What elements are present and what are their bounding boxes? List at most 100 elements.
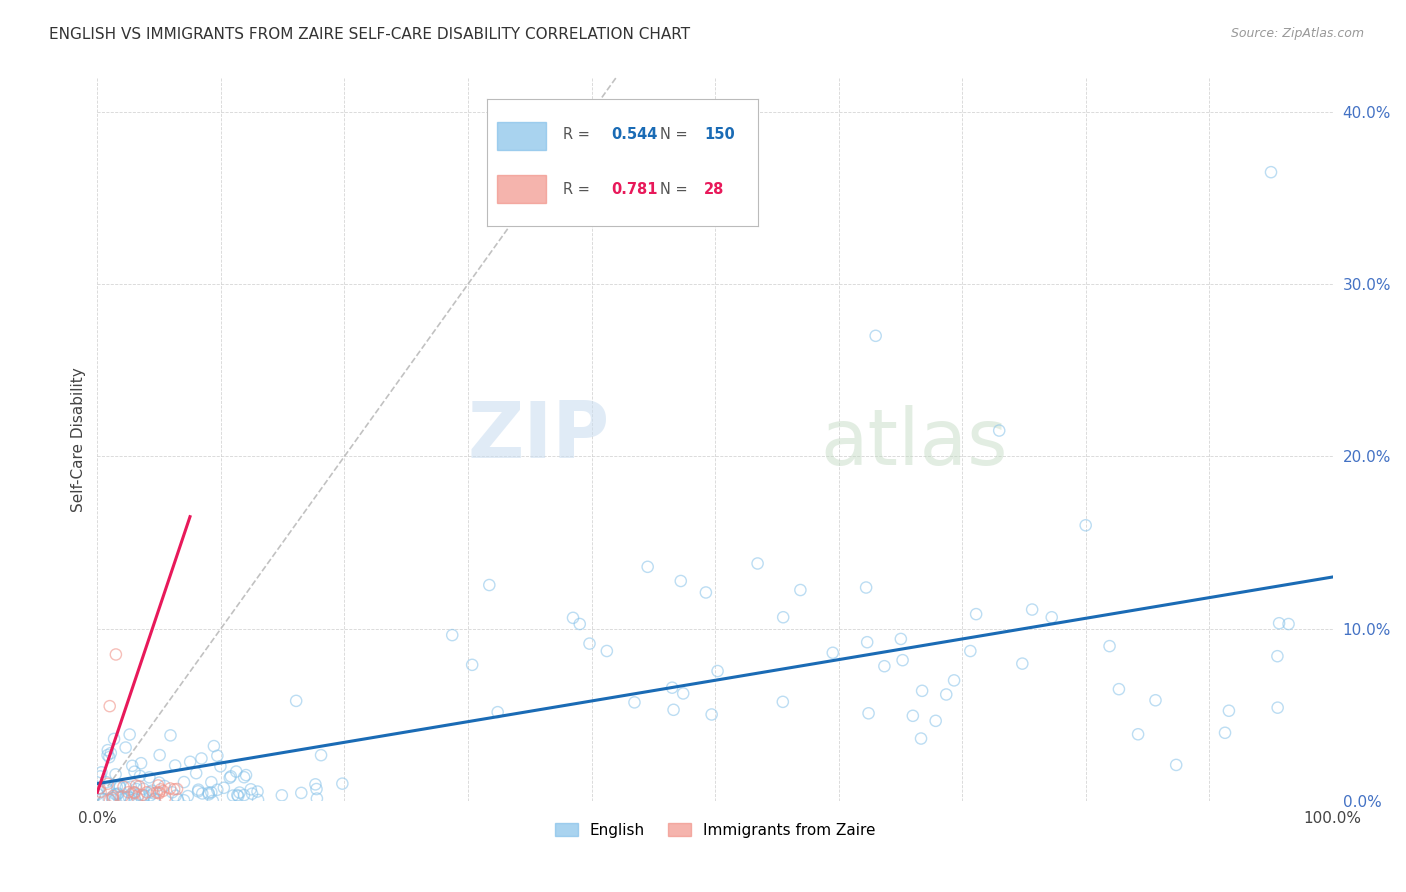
Point — [148, 779, 170, 793]
Point — [772, 695, 794, 709]
Point — [153, 779, 176, 793]
Point — [103, 793, 125, 807]
Point — [98, 699, 121, 714]
Point — [461, 657, 484, 672]
Point — [96, 748, 118, 763]
Point — [1213, 726, 1236, 740]
Point — [1011, 657, 1033, 671]
Point — [100, 746, 122, 760]
Point — [965, 607, 987, 621]
Point — [107, 787, 129, 801]
Point — [1267, 700, 1289, 714]
Point — [120, 793, 142, 807]
Point — [191, 787, 214, 801]
Point — [943, 673, 966, 688]
Point — [152, 784, 174, 798]
Point — [127, 790, 149, 805]
Point — [165, 758, 187, 772]
Point — [911, 683, 934, 698]
Point — [197, 786, 219, 800]
Point — [821, 646, 844, 660]
Point — [108, 779, 131, 793]
Point — [661, 681, 683, 695]
Point — [179, 755, 201, 769]
Point — [121, 759, 143, 773]
Point — [142, 786, 165, 800]
Point — [197, 788, 219, 802]
Point — [1144, 693, 1167, 707]
Point — [222, 789, 245, 803]
Point — [125, 779, 148, 793]
Point — [578, 637, 600, 651]
Point — [219, 769, 242, 783]
Point — [149, 748, 172, 763]
Point — [104, 787, 127, 801]
Point — [1268, 616, 1291, 631]
Point — [173, 775, 195, 789]
Point — [226, 789, 249, 804]
Point — [209, 759, 232, 773]
Point — [104, 767, 127, 781]
Point — [121, 787, 143, 801]
Point — [662, 703, 685, 717]
Point — [141, 783, 163, 797]
Point — [706, 664, 728, 678]
Point — [285, 694, 308, 708]
Point — [148, 786, 170, 800]
Point — [159, 781, 181, 796]
Point — [486, 705, 509, 719]
Point — [93, 792, 115, 806]
Text: ZIP: ZIP — [468, 398, 610, 474]
Point — [115, 790, 138, 805]
Point — [202, 739, 225, 753]
Point — [86, 787, 108, 801]
Point — [131, 789, 153, 803]
Point — [856, 635, 879, 649]
Y-axis label: Self-Care Disability: Self-Care Disability — [72, 367, 86, 511]
Point — [873, 659, 896, 673]
Point — [124, 792, 146, 806]
Point — [114, 740, 136, 755]
Point — [101, 791, 124, 805]
Point — [91, 791, 114, 805]
Legend: English, Immigrants from Zaire: English, Immigrants from Zaire — [548, 816, 882, 844]
Point — [105, 788, 128, 802]
Point — [478, 578, 501, 592]
Point — [270, 789, 292, 803]
Point — [218, 771, 240, 785]
Point — [149, 782, 172, 797]
Text: atlas: atlas — [820, 405, 1008, 481]
Point — [173, 793, 195, 807]
Point — [246, 784, 269, 798]
Point — [129, 769, 152, 783]
Point — [112, 792, 135, 806]
Point — [159, 728, 181, 742]
Point — [1267, 649, 1289, 664]
Point — [101, 789, 124, 804]
Point — [97, 777, 120, 791]
Point — [637, 559, 659, 574]
Point — [148, 785, 170, 799]
Point — [200, 785, 222, 799]
Point — [858, 706, 880, 721]
Point — [207, 748, 229, 763]
Point — [700, 707, 723, 722]
Point — [1108, 682, 1130, 697]
Point — [935, 688, 957, 702]
Point — [247, 793, 270, 807]
Point — [135, 785, 157, 799]
Point — [891, 653, 914, 667]
Point — [890, 632, 912, 646]
Point — [138, 770, 160, 784]
Point — [166, 782, 188, 797]
Point — [145, 786, 167, 800]
Point — [207, 782, 229, 797]
Point — [568, 617, 591, 632]
Point — [441, 628, 464, 642]
Point — [97, 743, 120, 757]
Point — [772, 610, 794, 624]
Point — [959, 644, 981, 658]
Point — [924, 714, 946, 728]
Point — [239, 782, 262, 797]
Point — [124, 764, 146, 779]
